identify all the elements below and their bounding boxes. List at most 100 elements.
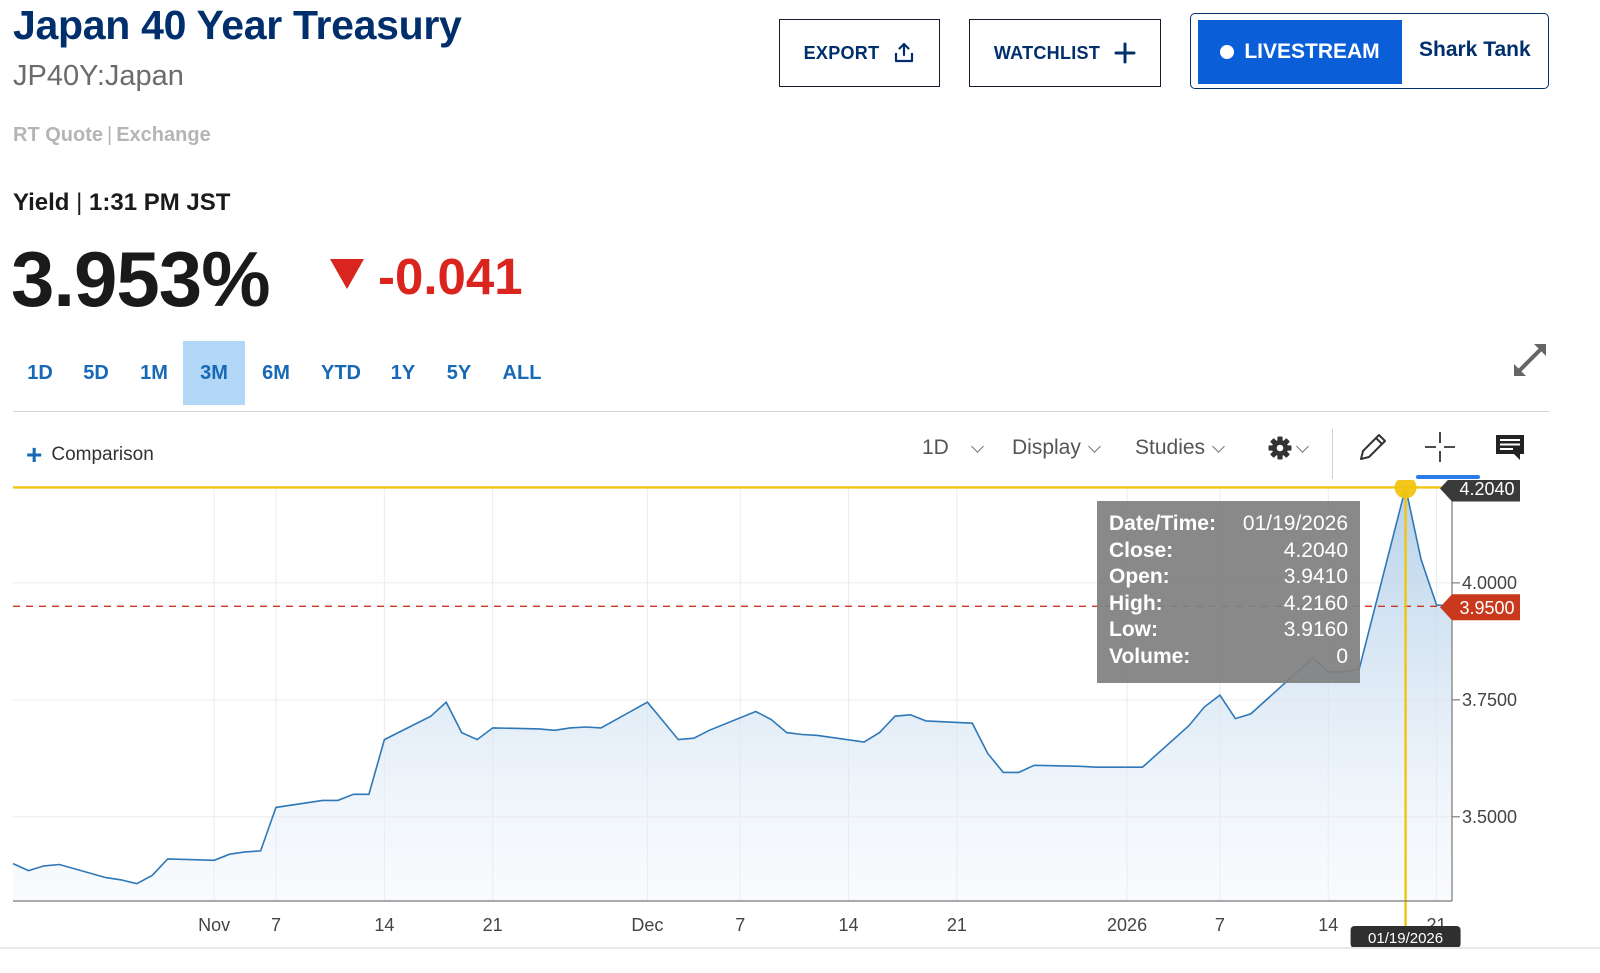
yield-change: -0.041 [378, 248, 523, 305]
range-tab-3m[interactable]: 3M [183, 341, 245, 405]
tooltip-row: Open: 3.9410 [1109, 564, 1348, 591]
chart-series-line [12, 487, 1453, 885]
x-tick-label: 2026 [1107, 915, 1147, 935]
tooltip-row: High: 4.2160 [1109, 591, 1348, 618]
ticker-symbol: JP40Y:Japan [13, 60, 184, 92]
interval-dropdown[interactable]: 1D [922, 436, 984, 460]
crosshair-marker [1394, 480, 1417, 499]
plus-icon: + [26, 439, 43, 470]
yield-separator: | [76, 189, 83, 216]
range-tab-1d[interactable]: 1D [27, 361, 53, 384]
livestream-show-title[interactable]: Shark Tank [1419, 38, 1531, 61]
tooltip-value: 3.9160 [1283, 618, 1348, 642]
x-tick-label: 14 [839, 915, 859, 935]
interval-label: 1D [922, 436, 949, 459]
current-yield: 3.953% [11, 235, 271, 323]
quote-time: 1:31 PM JST [89, 189, 231, 216]
range-tab-all[interactable]: ALL [502, 361, 542, 384]
exchange-label: Exchange [116, 124, 211, 146]
chart-tooltip: Date/Time: 01/19/2026 Close: 4.2040 Open: 3.9… [1097, 501, 1360, 683]
section-divider [13, 411, 1549, 412]
yield-timestamp: Yield | 1:31 PM JST [13, 189, 230, 217]
crosshair-price-tag: 4.2040 [1440, 480, 1520, 502]
chart-axes: Nov 7 14 21 Dec 7 14 21 2026 7 14 213.50003.75004.0… [13, 486, 1517, 935]
share-icon [895, 42, 914, 63]
watchlist-label: WATCHLIST [993, 42, 1101, 63]
y-tick-label: 3.5000 [1462, 807, 1517, 827]
chart-area-fill [13, 487, 1452, 901]
crosshair-price-tag-bg [1440, 480, 1520, 502]
comparison-label: Comparison [51, 444, 154, 465]
tooltip-value: 01/19/2026 [1242, 512, 1348, 535]
studies-dropdown[interactable]: Studies [1135, 436, 1225, 460]
expand-icon[interactable] [1508, 338, 1552, 382]
x-tick-label: 14 [1318, 915, 1338, 935]
tooltip-value: 4.2160 [1283, 591, 1348, 615]
crosshair-date-tag-text: 01/19/2026 [1368, 930, 1443, 947]
tooltip-key: Low: [1109, 618, 1158, 642]
yield-label: Yield [13, 189, 70, 216]
y-tick-label: 4.0000 [1462, 573, 1517, 593]
settings-dropdown[interactable] [1267, 435, 1309, 461]
down-arrow-icon [330, 259, 364, 289]
tooltip-key: Volume: [1109, 644, 1191, 668]
tooltip-value: 3.9410 [1283, 565, 1348, 589]
tooltip-row: Low: 3.9160 [1109, 617, 1348, 644]
chevron-down-icon [1087, 440, 1101, 453]
pencil-icon[interactable] [1356, 430, 1390, 464]
x-tick-label: 7 [1215, 915, 1225, 935]
range-tab-6m[interactable]: 6M [262, 361, 290, 384]
live-dot-icon [1220, 45, 1235, 59]
page-title: Japan 40 Year Treasury [13, 2, 462, 48]
livestream-label: LIVESTREAM [1244, 40, 1380, 63]
yield-chart[interactable]: Nov 7 14 21 Dec 7 14 21 2026 7 14 213.50003.75004.0… [0, 480, 1600, 947]
livestream-button[interactable]: LIVESTREAM [1198, 20, 1402, 84]
tooltip-row: Date/Time: 01/19/2026 [1109, 511, 1348, 538]
tooltip-value: 0 [1336, 644, 1348, 668]
plus-icon [1114, 42, 1136, 64]
x-tick-label: 7 [735, 915, 745, 935]
watchlist-button[interactable]: WATCHLIST [969, 19, 1161, 87]
x-tick-label: 21 [483, 915, 503, 935]
crosshair-date-tag: 01/19/2026 [1350, 926, 1461, 947]
y-tick-label: 3.7500 [1462, 690, 1517, 710]
crosshair-date-tag-bg [1350, 926, 1461, 947]
chevron-down-icon [970, 440, 984, 453]
current-price-tag-bg [1440, 594, 1520, 621]
gear-icon [1268, 436, 1292, 460]
x-tick-label: Dec [631, 915, 663, 935]
chevron-down-icon [1296, 440, 1309, 453]
current-price-tag: 3.9500 [1440, 594, 1520, 621]
tooltip-key: High: [1109, 591, 1163, 615]
range-tab-5y[interactable]: 5Y [446, 361, 472, 384]
tooltip-key: Open: [1109, 565, 1170, 589]
page-bottom-divider [0, 947, 1600, 949]
livestream-widget[interactable]: LIVESTREAM Shark Tank [1190, 13, 1549, 89]
comparison-button[interactable]: + Comparison [26, 441, 154, 469]
display-label: Display [1012, 436, 1081, 459]
display-dropdown[interactable]: Display [1012, 436, 1101, 460]
chart-price-labels: 4.2040 3.9500 01/19/2026 [1350, 480, 1520, 947]
range-tab-ytd[interactable]: YTD [321, 361, 361, 384]
current-price-tag-text: 3.9500 [1459, 598, 1514, 618]
range-tabs: 1D 5D 1M 3M 6M YTD 1Y 5Y ALL [13, 341, 557, 405]
export-label: EXPORT [803, 42, 880, 63]
tooltip-row: Volume: 0 [1109, 644, 1348, 671]
range-tab-1m[interactable]: 1M [140, 361, 168, 384]
studies-label: Studies [1135, 436, 1206, 459]
comment-icon[interactable] [1493, 430, 1527, 464]
x-tick-label: Nov [198, 915, 230, 935]
tooltip-key: Close: [1109, 538, 1174, 562]
tooltip-key: Date/Time: [1109, 512, 1216, 535]
x-tick-label: 7 [271, 915, 281, 935]
toolbar-separator [1332, 429, 1333, 479]
crosshair-icon[interactable] [1423, 430, 1457, 464]
export-button[interactable]: EXPORT [779, 19, 940, 87]
crosshair-active-indicator [1416, 475, 1480, 479]
x-tick-label: 14 [374, 915, 394, 935]
range-tab-1y[interactable]: 1Y [390, 361, 416, 384]
chevron-down-icon [1212, 440, 1225, 453]
quote-separator: | [107, 124, 113, 146]
tooltip-value: 4.2040 [1283, 538, 1348, 562]
range-tab-5d[interactable]: 5D [83, 361, 109, 384]
